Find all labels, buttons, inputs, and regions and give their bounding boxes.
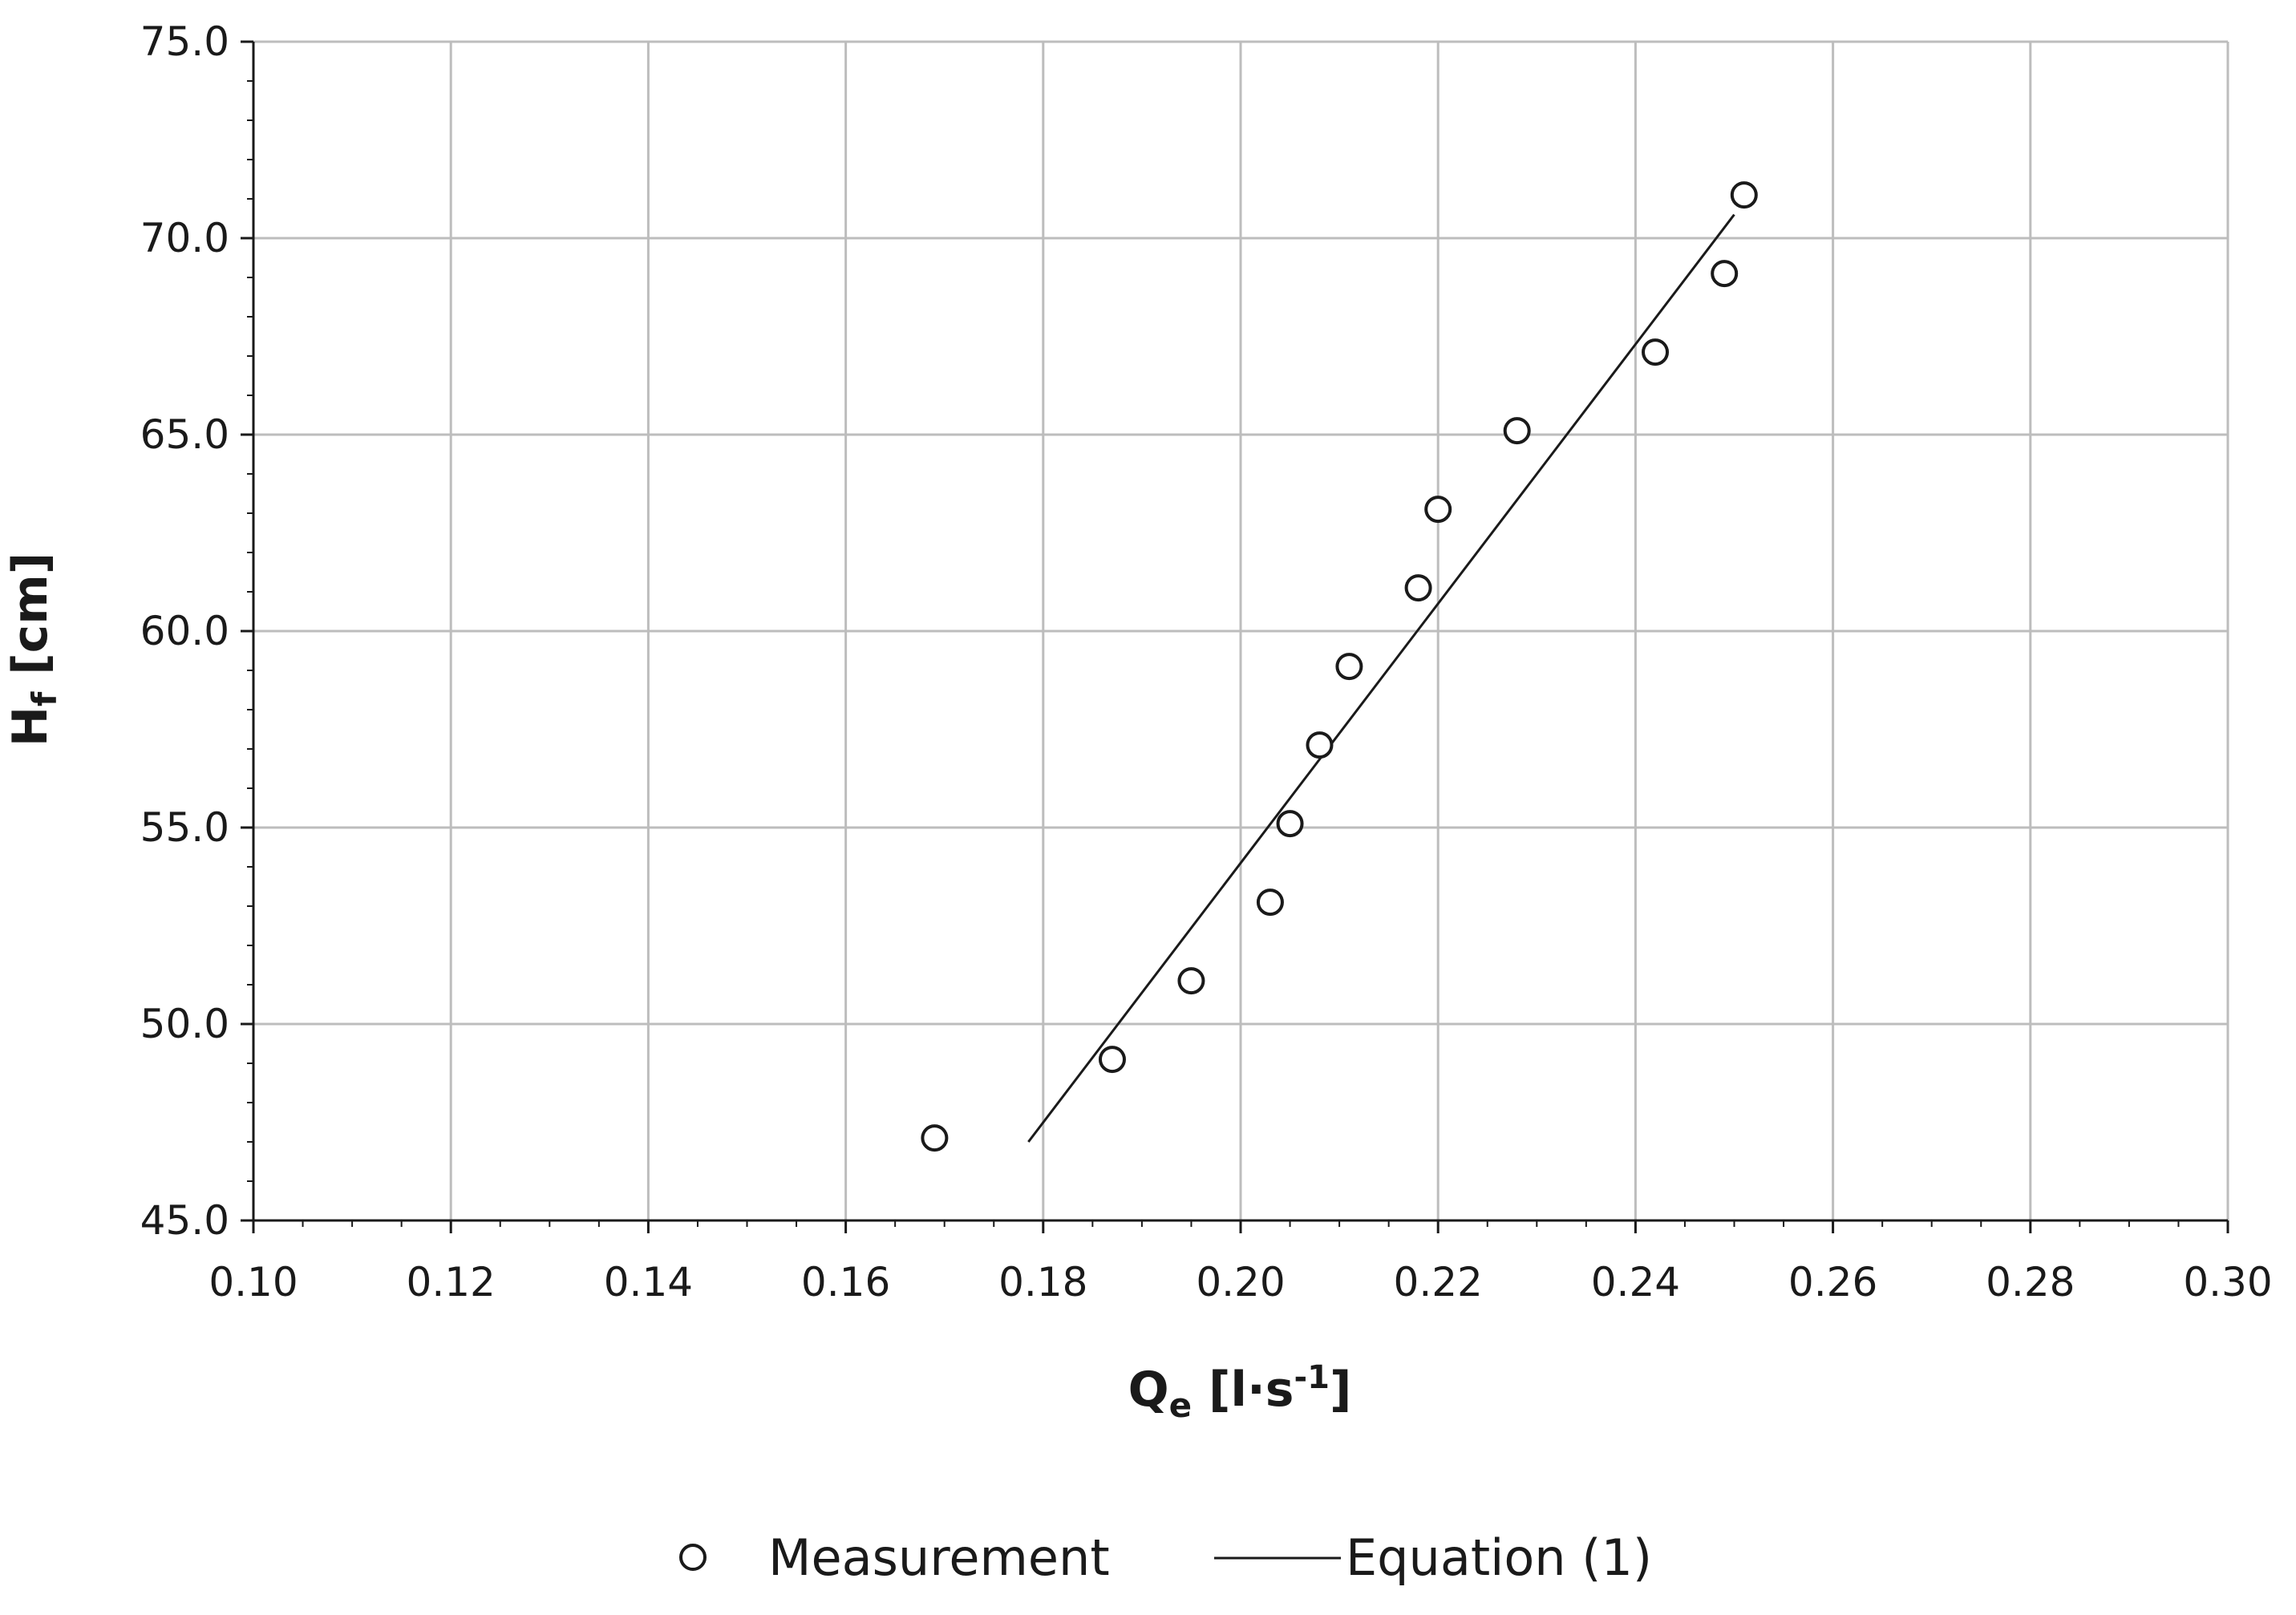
y-tick-label: 75.0 (140, 18, 229, 65)
x-axis-title-sub: e (1169, 1386, 1193, 1425)
y-tick-label: 55.0 (140, 804, 229, 851)
measurement-point (1711, 260, 1739, 288)
x-axis-title-unit-close: ] (1330, 1362, 1351, 1418)
y-tick-label: 45.0 (140, 1197, 229, 1244)
x-axis-title: Qe [l·s-1] (1128, 1359, 1352, 1425)
x-tick-label: 0.24 (1591, 1259, 1680, 1305)
measurement-point (1503, 417, 1531, 445)
measurement-point (1256, 888, 1284, 917)
measurement-point (1098, 1046, 1126, 1074)
y-tick-label: 60.0 (140, 608, 229, 654)
y-axis-title-main: H (2, 706, 59, 747)
equation-line (1027, 213, 1735, 1143)
axes (241, 40, 2229, 1233)
measurement-point (1424, 496, 1452, 524)
measurement-point (1177, 967, 1205, 995)
y-axis-title: Hf [cm] (2, 552, 64, 747)
x-axis-title-main: Q (1128, 1362, 1169, 1418)
y-axis-title-sub: f (25, 691, 64, 706)
x-axis-title-unit-sup: -1 (1294, 1359, 1330, 1396)
x-axis-title-unit-open: [l·s (1192, 1362, 1294, 1418)
measurement-point (1730, 181, 1758, 209)
x-tick-label: 0.16 (801, 1259, 890, 1305)
y-tick-labels: 45.0 50.0 55.0 60.0 65.0 70.0 75.0 (140, 18, 229, 1244)
x-tick-label: 0.20 (1196, 1259, 1285, 1305)
x-tick-label: 0.18 (998, 1259, 1087, 1305)
measurement-point (1404, 574, 1432, 602)
x-tick-labels: 0.10 0.12 0.14 0.16 0.18 0.20 0.22 0.24 0.26 0.28… (209, 1259, 2272, 1305)
equation-line-series (1027, 213, 1735, 1143)
x-tick-label: 0.28 (1986, 1259, 2075, 1305)
legend-label-equation: Equation (1) (1346, 1528, 1652, 1587)
x-tick-label: 0.10 (209, 1259, 298, 1305)
legend-marker-measurement (679, 1544, 707, 1571)
measurement-point (1306, 731, 1334, 759)
y-tick-label: 50.0 (140, 1001, 229, 1047)
x-tick-label: 0.26 (1788, 1259, 1877, 1305)
gridlines (253, 40, 2229, 1220)
x-tick-label: 0.30 (2183, 1259, 2272, 1305)
measurement-point (1335, 653, 1363, 681)
x-tick-label: 0.22 (1394, 1259, 1483, 1305)
y-tick-label: 65.0 (140, 411, 229, 458)
x-tick-label: 0.12 (407, 1259, 496, 1305)
measurement-point (921, 1124, 949, 1152)
legend-label-measurement: Measurement (768, 1528, 1110, 1587)
measurement-point (1276, 810, 1304, 838)
y-tick-label: 70.0 (140, 215, 229, 261)
y-axis-title-unit: [cm] (2, 552, 59, 692)
legend: Measurement Equation (1) (679, 1528, 1652, 1587)
measurement-point (1642, 338, 1670, 366)
x-tick-label: 0.14 (604, 1259, 693, 1305)
measurement-series (921, 181, 1758, 1152)
